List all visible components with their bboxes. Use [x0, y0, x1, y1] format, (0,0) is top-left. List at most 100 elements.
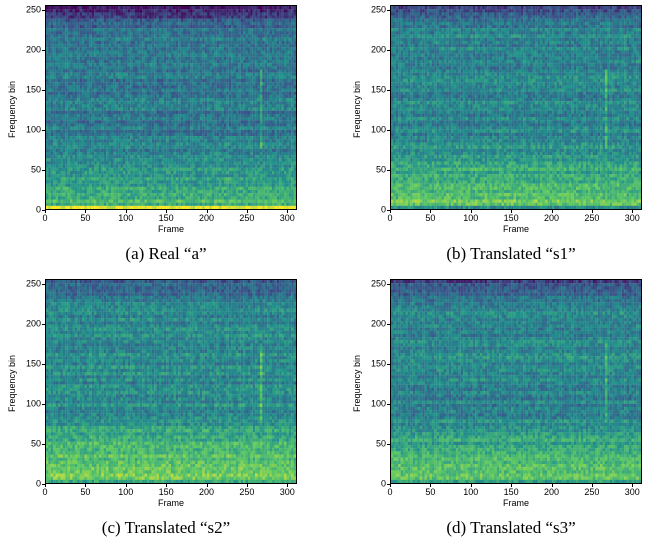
heatmap-cell [158, 120, 162, 124]
heatmap-cell [115, 110, 119, 115]
heatmap-cell [127, 107, 131, 111]
heatmap-cell [262, 6, 265, 10]
heatmap-cell [101, 136, 104, 140]
heatmap-cell [231, 59, 234, 64]
heatmap-cell [166, 53, 169, 57]
heatmap-cell [238, 75, 241, 80]
heatmap-cell [279, 129, 282, 134]
heatmap-cell [130, 88, 133, 92]
heatmap-cell [202, 91, 205, 95]
heatmap-cell [197, 72, 200, 76]
heatmap-cell [139, 148, 143, 153]
heatmap-cell [202, 31, 205, 35]
heatmap-cell [243, 50, 246, 54]
heatmap-cell [255, 91, 258, 95]
heatmap-cell [127, 78, 131, 83]
heatmap-cell [211, 63, 215, 67]
heatmap-cell [108, 69, 112, 73]
heatmap-cell [146, 88, 150, 92]
heatmap-cell [264, 12, 268, 16]
heatmap-cell [228, 82, 232, 86]
heatmap-cell [223, 107, 227, 111]
heatmap-cell [252, 6, 256, 10]
heatmap-cell [115, 53, 119, 57]
heatmap-cell [195, 78, 198, 83]
heatmap-cell [161, 28, 164, 32]
heatmap-cell [183, 40, 186, 45]
heatmap-cell [113, 97, 116, 102]
heatmap-cell [257, 82, 261, 86]
heatmap-cell [103, 120, 107, 124]
heatmap-cell [62, 66, 66, 70]
heatmap-cell [293, 78, 296, 83]
heatmap-cell [101, 139, 104, 143]
heatmap-cell [228, 101, 232, 105]
heatmap-cell [70, 126, 73, 130]
heatmap-cell [274, 94, 277, 99]
heatmap-cell [291, 44, 294, 48]
heatmap-cell [185, 66, 188, 70]
heatmap-cell [180, 104, 184, 108]
heatmap-cell [94, 97, 97, 102]
heatmap-cell [202, 69, 205, 73]
heatmap-cell [216, 148, 220, 153]
heatmap-cell [96, 40, 100, 45]
heatmap-cell [207, 59, 210, 64]
heatmap-cell [267, 28, 270, 32]
heatmap-cell [243, 28, 246, 32]
heatmap-cell [60, 91, 63, 95]
heatmap-cell [190, 34, 193, 38]
heatmap-cell [144, 82, 148, 86]
heatmap-cell [50, 110, 54, 115]
heatmap-cell [161, 120, 164, 124]
heatmap-cell [103, 34, 107, 38]
heatmap-cell [106, 148, 109, 153]
heatmap-cell [158, 97, 162, 102]
heatmap-cell [134, 120, 138, 124]
heatmap-cell [62, 44, 66, 48]
heatmap-cell [82, 129, 85, 134]
heatmap-cell [77, 34, 80, 38]
heatmap-cell [132, 21, 136, 26]
heatmap-cell [293, 12, 296, 16]
heatmap-cell [267, 75, 270, 80]
heatmap-cell [216, 59, 220, 64]
heatmap-cell [293, 104, 296, 108]
heatmap-cell [192, 59, 196, 64]
heatmap-cell [288, 145, 292, 149]
heatmap-cell [207, 31, 210, 35]
heatmap-cell [207, 56, 210, 61]
heatmap-cell [209, 15, 212, 19]
heatmap-cell [149, 69, 152, 73]
heatmap-cell [231, 113, 234, 118]
heatmap-cell [154, 72, 157, 76]
heatmap-cell [96, 59, 100, 64]
heatmap-cell [178, 91, 181, 95]
heatmap-cell [274, 88, 277, 92]
heatmap-cell [173, 12, 176, 16]
heatmap-cell [77, 101, 80, 105]
heatmap-cell [72, 136, 75, 140]
heatmap-cell [262, 15, 265, 19]
heatmap-cell [286, 82, 289, 86]
heatmap-cell [115, 72, 119, 76]
heatmap-cell [228, 155, 232, 159]
heatmap-cell [279, 63, 282, 67]
heatmap-cell [264, 44, 268, 48]
heatmap-cell [151, 18, 155, 23]
heatmap-cell [207, 69, 210, 73]
heatmap-cell [79, 104, 83, 108]
heatmap-cell [98, 72, 102, 76]
heatmap-cell [223, 151, 227, 156]
heatmap-cell [238, 97, 241, 102]
heatmap-cell [276, 151, 280, 156]
heatmap-cell [125, 66, 128, 70]
heatmap-cell [240, 88, 244, 92]
heatmap-cell [72, 59, 75, 64]
heatmap-cell [233, 117, 237, 121]
heatmap-cell [259, 139, 263, 143]
heatmap-cell [250, 132, 253, 137]
heatmap-cell [79, 50, 83, 54]
heatmap-cell [250, 31, 253, 35]
heatmap-cell [233, 151, 237, 156]
